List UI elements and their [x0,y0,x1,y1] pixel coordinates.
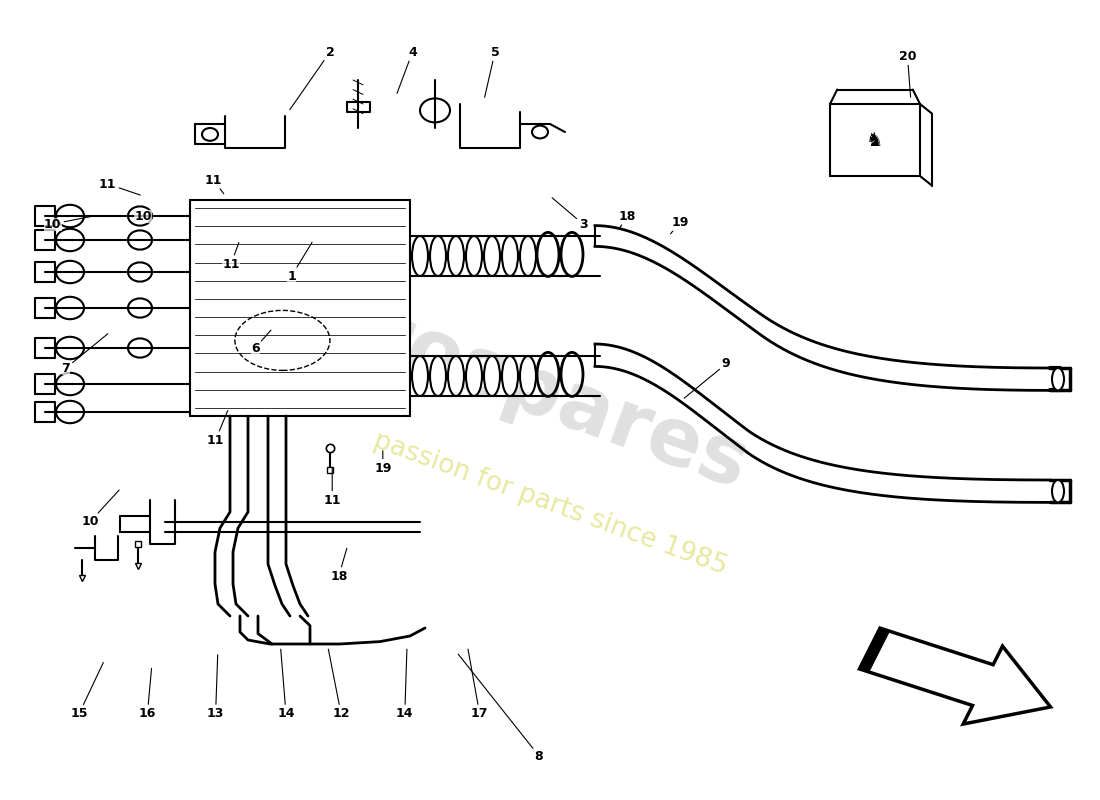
Text: 11: 11 [222,242,240,270]
Text: 10: 10 [81,490,119,528]
Ellipse shape [1052,368,1064,390]
Text: 10: 10 [44,217,91,230]
Text: 12: 12 [328,649,350,720]
Ellipse shape [466,236,482,276]
Polygon shape [830,104,920,176]
Text: 18: 18 [330,548,348,582]
Text: 19: 19 [374,450,392,474]
Polygon shape [859,628,889,672]
Text: 7: 7 [62,334,108,374]
Text: 13: 13 [207,654,224,720]
Text: 11: 11 [323,468,341,506]
Text: 3: 3 [552,198,587,230]
Ellipse shape [1052,480,1064,502]
Text: 20: 20 [899,50,916,98]
Ellipse shape [484,236,500,276]
Ellipse shape [520,356,536,396]
Polygon shape [859,628,1050,724]
Ellipse shape [484,356,500,396]
Text: 8: 8 [459,654,543,762]
Text: 11: 11 [99,178,141,195]
Text: 19: 19 [671,216,689,234]
Ellipse shape [520,236,536,276]
Text: 16: 16 [139,668,156,720]
Text: passion for parts since 1985: passion for parts since 1985 [370,428,730,580]
Text: 6: 6 [251,330,271,354]
Text: 4: 4 [397,46,417,94]
Text: 1: 1 [287,242,312,282]
Ellipse shape [430,236,446,276]
Ellipse shape [412,356,428,396]
Text: 18: 18 [618,210,636,228]
Text: Eurospares: Eurospares [253,260,759,508]
Text: 17: 17 [468,649,488,720]
Text: 14: 14 [277,649,295,720]
Text: 15: 15 [70,662,103,720]
Ellipse shape [502,356,518,396]
Text: 2: 2 [289,46,334,110]
Text: 11: 11 [205,174,223,194]
Ellipse shape [412,236,428,276]
Ellipse shape [448,236,464,276]
Text: 14: 14 [396,649,414,720]
Bar [190,200,410,416]
Text: 9: 9 [684,358,730,398]
Text: ♞: ♞ [867,130,883,150]
Text: 10: 10 [134,210,167,222]
Ellipse shape [466,356,482,396]
Ellipse shape [448,356,464,396]
Ellipse shape [502,236,518,276]
Text: 5: 5 [485,46,499,98]
Text: 11: 11 [207,410,228,446]
Ellipse shape [430,356,446,396]
